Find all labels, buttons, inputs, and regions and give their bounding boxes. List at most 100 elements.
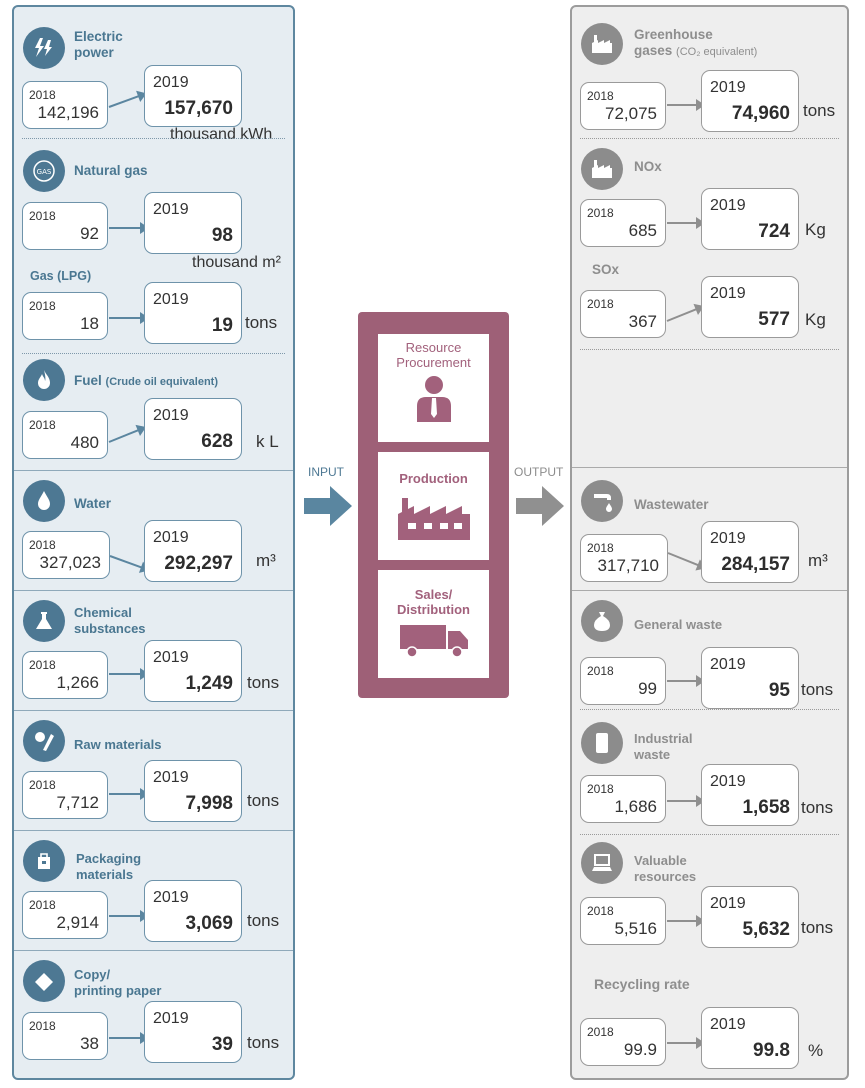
- fuel-section: Fuel (Crude oil equivalent) 2018 480 2019…: [14, 359, 293, 471]
- output-label: OUTPUT: [514, 465, 564, 479]
- section-divider: [14, 710, 293, 711]
- valuable-arrow: [667, 915, 705, 927]
- electric-2018-box: 2018 142,196: [22, 81, 108, 129]
- input-arrow-icon: [304, 486, 352, 526]
- valuable-2018-box: 2018 5,516: [580, 897, 666, 945]
- packaging-unit: tons: [247, 911, 280, 930]
- ghg-2019-box: 2019 74,960: [701, 70, 799, 132]
- general-waste-2018-box: 2018 99: [580, 657, 666, 705]
- valuable-2019-box: 2019 5,632: [701, 886, 799, 948]
- recycling-section: Recycling rate 2018 99.9 2019 99.8 %: [572, 957, 847, 1078]
- sox-2018-box: 2018 367: [580, 290, 666, 338]
- general-waste-arrow: [667, 675, 705, 687]
- process-frame: Resource Procurement Production Sales/ D…: [358, 312, 509, 698]
- water-2019-box: 2019 292,297: [144, 520, 242, 582]
- ghg-section: Greenhouse gases (CO₂ equivalent) 2018 72,…: [572, 7, 847, 142]
- water-unit: m³: [256, 551, 276, 570]
- lpg-arrow: [109, 312, 149, 324]
- flask-icon: [23, 600, 65, 642]
- nox-2019-box: 2019 724: [701, 188, 799, 250]
- ghg-2018-box: 2018 72,075: [580, 82, 666, 130]
- chemical-2019-box: 2019 1,249: [144, 640, 242, 702]
- recycling-2019-box: 2019 99.8: [701, 1007, 799, 1069]
- recycling-arrow: [667, 1037, 705, 1049]
- paper-section: Copy/printing paper 2018 38 2019 39 tons: [14, 951, 293, 1078]
- ghg-unit: tons: [803, 101, 836, 120]
- factory-emission-icon: [581, 148, 623, 190]
- sox-unit: Kg: [805, 310, 826, 329]
- nox-2018-box: 2018 685: [580, 199, 666, 247]
- nox-title: NOx: [634, 159, 662, 174]
- section-divider: [14, 830, 293, 831]
- divider: [580, 834, 839, 835]
- ghg-arrow: [667, 99, 705, 111]
- wastewater-arrow: [667, 552, 701, 568]
- svg-text:GAS: GAS: [37, 168, 52, 176]
- wastewater-2019-box: 2019 284,157: [701, 521, 799, 583]
- recycling-title: Recycling rate: [594, 976, 690, 992]
- trash-bag-icon: [581, 600, 623, 642]
- water-2018-box: 2018 327,023: [22, 531, 110, 579]
- lpg-unit: tons: [245, 313, 278, 332]
- fuel-2019-box: 2019 628: [144, 398, 242, 460]
- lpg-2018-box: 2018 18: [22, 292, 108, 340]
- divider: [580, 138, 839, 139]
- industrial-waste-section: Industrial waste 2018 1,686 2019 1,658 tons: [572, 711, 847, 836]
- electric-unit: thousand kWh: [170, 126, 273, 143]
- faucet-icon: [581, 480, 623, 522]
- raw-2018-box: 2018 7,712: [22, 771, 108, 819]
- fuel-arrow: [108, 428, 141, 443]
- chemical-arrow: [109, 668, 149, 680]
- valuable-resources-section: Valuable resources 2018 5,516 2019 5,632 to…: [572, 836, 847, 957]
- output-arrow-icon: [516, 486, 564, 526]
- stage-production: Production: [378, 452, 489, 560]
- wastewater-unit: m³: [808, 551, 828, 570]
- industrial-unit: tons: [801, 798, 834, 817]
- electric-arrow: [108, 94, 142, 108]
- fuel-unit: k L: [256, 432, 279, 451]
- natural-gas-2018-box: 2018 92: [22, 202, 108, 250]
- nox-unit: Kg: [805, 220, 826, 239]
- industrial-arrow: [667, 795, 705, 807]
- general-waste-2019-box: 2019 95: [701, 647, 799, 709]
- gas-section: GAS Natural gas 2018 92 2019 98 thousand m…: [14, 144, 293, 359]
- flame-icon: [23, 359, 65, 401]
- truck-icon: [399, 625, 468, 658]
- electric-2019-box: 2019 157,670: [144, 65, 242, 127]
- stage-resource-procurement: Resource Procurement: [378, 334, 489, 442]
- raw-materials-title: Raw materials: [74, 737, 162, 752]
- chemical-title: Chemical substances: [74, 605, 146, 636]
- water-title: Water: [74, 496, 112, 511]
- paper-title: Copy/printing paper: [74, 967, 162, 998]
- industrial-2019-box: 2019 1,658: [701, 764, 799, 826]
- nox-sox-section: NOx 2018 685 2019 724 Kg SOx 2018 367 2019 5…: [572, 142, 847, 352]
- fuel-title: Fuel (Crude oil equivalent): [74, 373, 218, 388]
- section-divider: [14, 950, 293, 951]
- packaging-2019-box: 2019 3,069: [144, 880, 242, 942]
- sox-arrow: [666, 307, 699, 322]
- chemical-section: Chemical substances 2018 1,266 2019 1,249 t…: [14, 591, 293, 711]
- ghg-title: Greenhouse gases (CO₂ equivalent): [634, 27, 758, 58]
- output-panel: Greenhouse gases (CO₂ equivalent) 2018 72,…: [570, 5, 849, 1080]
- natural-gas-unit: thousand m²: [192, 254, 281, 271]
- industrial-waste-title: Industrial waste: [634, 731, 693, 762]
- valuable-unit: tons: [801, 918, 834, 937]
- raw-materials-section: Raw materials 2018 7,712 2019 7,998 tons: [14, 711, 293, 831]
- wastewater-section: Wastewater 2018 317,710 2019 284,157 m³: [572, 468, 847, 591]
- factory-emission-icon: [581, 23, 623, 65]
- recycling-unit: %: [808, 1041, 824, 1060]
- raw-materials-icon: [23, 720, 65, 762]
- valuable-resources-title: Valuable resources: [634, 853, 697, 884]
- divider: [580, 349, 839, 350]
- packaging-2018-box: 2018 2,914: [22, 891, 108, 939]
- drum-icon: [581, 722, 623, 764]
- paper-icon: [23, 960, 65, 1002]
- lpg-2019-box: 2019 19: [144, 282, 242, 344]
- water-arrow: [109, 555, 145, 570]
- fuel-2018-box: 2018 480: [22, 411, 108, 459]
- section-divider: [14, 590, 293, 591]
- nox-arrow: [667, 217, 705, 229]
- chemical-2018-box: 2018 1,266: [22, 651, 108, 699]
- section-divider: [572, 467, 847, 468]
- person-icon: [416, 376, 451, 422]
